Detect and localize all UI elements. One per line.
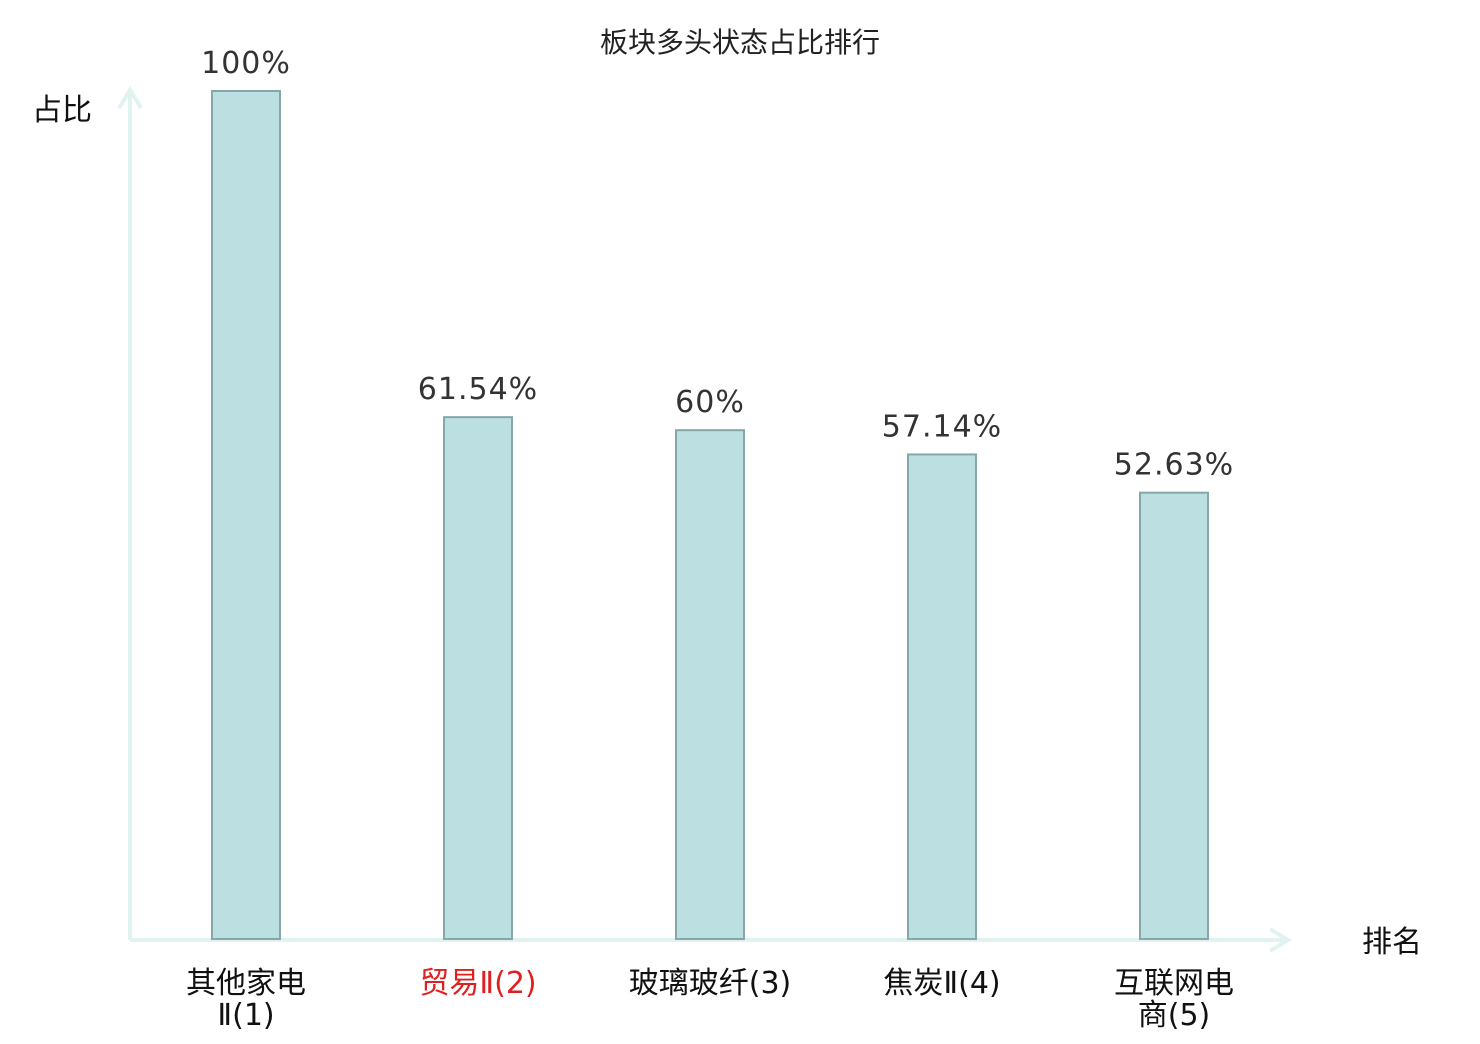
bar (675, 429, 745, 940)
x-tick-label: 玻璃玻纤(3) (629, 966, 792, 1001)
data-label: 60% (675, 385, 745, 420)
data-label: 57.14% (882, 409, 1002, 444)
bar (211, 90, 281, 940)
bar (907, 453, 977, 940)
data-label: 52.63% (1114, 448, 1234, 483)
data-label: 61.54% (418, 372, 538, 407)
x-tick-label: 商(5) (1138, 998, 1211, 1033)
x-tick-label: 其他家电 (186, 966, 306, 1001)
y-axis-arrow-icon (117, 86, 143, 110)
x-axis-label: 排名 (1362, 925, 1422, 960)
x-tick-label: Ⅱ(1) (217, 998, 274, 1033)
chart-title: 板块多头状态占比排行 (600, 26, 880, 59)
x-axis-arrow-icon (1268, 927, 1292, 953)
y-axis-label: 占比 (32, 93, 92, 128)
x-axis: 排名 (130, 925, 1422, 960)
data-label: 100% (201, 46, 291, 81)
x-tick-label: 焦炭Ⅱ(4) (883, 966, 1000, 1001)
bar (443, 416, 513, 940)
bar (1139, 491, 1209, 940)
x-tick-label: 贸易Ⅱ(2) (419, 966, 536, 1001)
x-tick-label: 互联网电 (1114, 966, 1234, 1001)
y-axis: 占比 (32, 86, 143, 940)
